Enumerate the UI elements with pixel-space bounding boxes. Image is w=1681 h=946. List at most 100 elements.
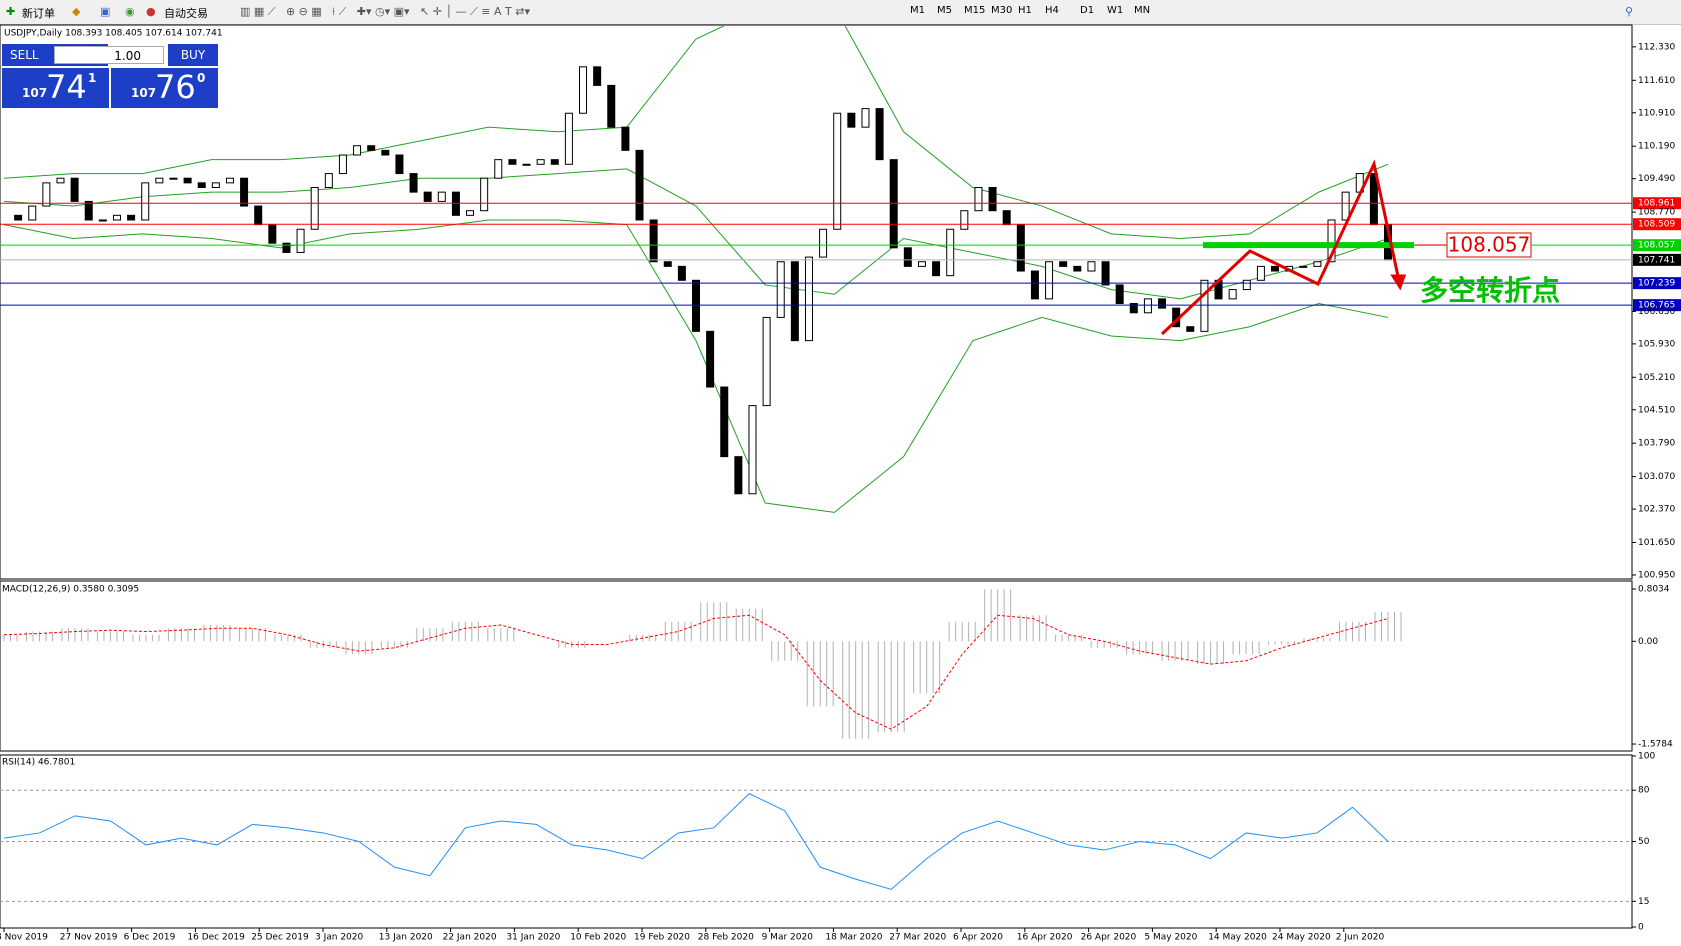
candle — [1101, 261, 1110, 286]
price-label-bg — [1633, 218, 1681, 231]
y-tick-label: 0.8034 — [1638, 585, 1670, 595]
candle — [663, 261, 672, 267]
period-button[interactable]: H1 — [1018, 5, 1032, 16]
buy-pips: 76 — [155, 68, 196, 106]
price-label: 108.057 — [1638, 241, 1675, 251]
candle — [1242, 279, 1251, 291]
candle — [903, 247, 912, 267]
lot-input[interactable]: 1.00 — [54, 46, 164, 64]
candle — [1299, 265, 1308, 268]
x-tick-label: 10 Feb 2020 — [570, 933, 626, 943]
candle — [790, 261, 799, 342]
price-label-bg — [1633, 253, 1681, 266]
candle — [889, 159, 898, 249]
candle — [1059, 261, 1068, 267]
candle — [1087, 261, 1096, 272]
candle — [1143, 298, 1152, 314]
x-tick-label: 24 May 2020 — [1272, 933, 1331, 943]
icon: ● — [146, 5, 156, 18]
candle — [1327, 219, 1336, 263]
candle — [536, 159, 545, 165]
candle — [381, 149, 390, 156]
y-tick-label: 110.910 — [1638, 108, 1675, 118]
candle — [875, 108, 884, 161]
price-label-bg — [1633, 239, 1681, 252]
y-tick-label: 80 — [1638, 786, 1650, 796]
period-button[interactable]: M1 — [910, 5, 925, 16]
main-frame — [0, 24, 1633, 580]
candle — [240, 177, 249, 207]
buy-price[interactable]: 107 76 0 — [111, 68, 218, 108]
icon: ◉ — [125, 5, 135, 18]
period-button[interactable]: M30 — [991, 5, 1013, 16]
y-tick-label: 101.650 — [1638, 538, 1675, 548]
period-button[interactable]: H4 — [1045, 5, 1059, 16]
annotation-arrows — [1160, 159, 1446, 336]
candle — [1341, 191, 1350, 221]
y-tick-label: 50 — [1638, 837, 1650, 847]
y-tick-label: 105.930 — [1638, 339, 1675, 349]
price-label: 107.741 — [1638, 255, 1675, 265]
x-tick-label: 19 Feb 2020 — [634, 933, 690, 943]
y-tick-label: 110.190 — [1638, 142, 1675, 152]
candle — [988, 186, 997, 212]
y-tick-label: 111.610 — [1638, 76, 1675, 86]
price-label-bg — [1633, 299, 1681, 312]
period-button[interactable]: D1 — [1080, 5, 1095, 16]
candle — [310, 186, 319, 230]
rsi-label: RSI(14) 46.7801 — [2, 758, 75, 768]
candle — [1016, 224, 1025, 272]
y-tick-label: 103.070 — [1638, 472, 1675, 482]
search-icon[interactable]: ⚲ — [1625, 5, 1634, 18]
period-button[interactable]: W1 — [1107, 5, 1124, 16]
sell-frac: 1 — [88, 71, 97, 85]
x-tick-label: 22 Jan 2020 — [443, 933, 497, 943]
new-order-button[interactable]: 新订单 — [22, 7, 55, 20]
y-tick-label: 100 — [1638, 752, 1655, 762]
candle — [84, 200, 93, 221]
price-label: 108.509 — [1638, 220, 1675, 230]
candle — [819, 228, 828, 258]
candle — [14, 214, 23, 221]
candle — [367, 145, 376, 151]
price-label-bg — [1633, 277, 1681, 290]
candle — [508, 159, 517, 165]
candle — [480, 177, 489, 212]
sell-price[interactable]: 107 74 1 — [2, 68, 109, 108]
candle — [409, 173, 418, 193]
zigzag — [1160, 159, 1401, 336]
buy-button[interactable]: BUY — [168, 44, 218, 66]
candle — [1115, 284, 1124, 305]
candle — [423, 191, 432, 202]
y-tick-label: 108.770 — [1638, 208, 1675, 218]
y-tick-label: 0.00 — [1638, 637, 1658, 647]
candle — [550, 159, 559, 165]
y-tick-label: 0 — [1638, 923, 1644, 933]
rsi-line — [3, 793, 1389, 890]
candle — [847, 112, 856, 128]
candle — [1129, 303, 1138, 314]
period-button[interactable]: M15 — [964, 5, 986, 16]
auto-trading-button[interactable]: 自动交易 — [164, 7, 208, 20]
x-tick-label: 6 Apr 2020 — [953, 933, 1003, 943]
y-tick-label: 109.490 — [1638, 174, 1675, 184]
icon: ✚ — [6, 5, 16, 18]
bollinger-band — [3, 26, 1389, 240]
y-tick-label: 15 — [1638, 897, 1649, 907]
symbol-info: USDJPY,Daily 108.393 108.405 107.614 107… — [4, 29, 223, 39]
candle — [353, 145, 362, 156]
period-button[interactable]: MN — [1134, 5, 1151, 16]
y-tick-label: 104.510 — [1638, 405, 1675, 415]
period-button[interactable]: M5 — [937, 5, 952, 16]
candle — [254, 205, 263, 226]
candle — [579, 66, 588, 114]
x-tick-label: 8 Nov 2019 — [0, 933, 48, 943]
candle — [324, 173, 333, 188]
candle — [225, 177, 234, 184]
candle — [692, 279, 700, 332]
macd-frame — [0, 580, 1633, 752]
price-label-bg — [1633, 197, 1681, 210]
x-tick-label: 14 May 2020 — [1208, 933, 1267, 943]
